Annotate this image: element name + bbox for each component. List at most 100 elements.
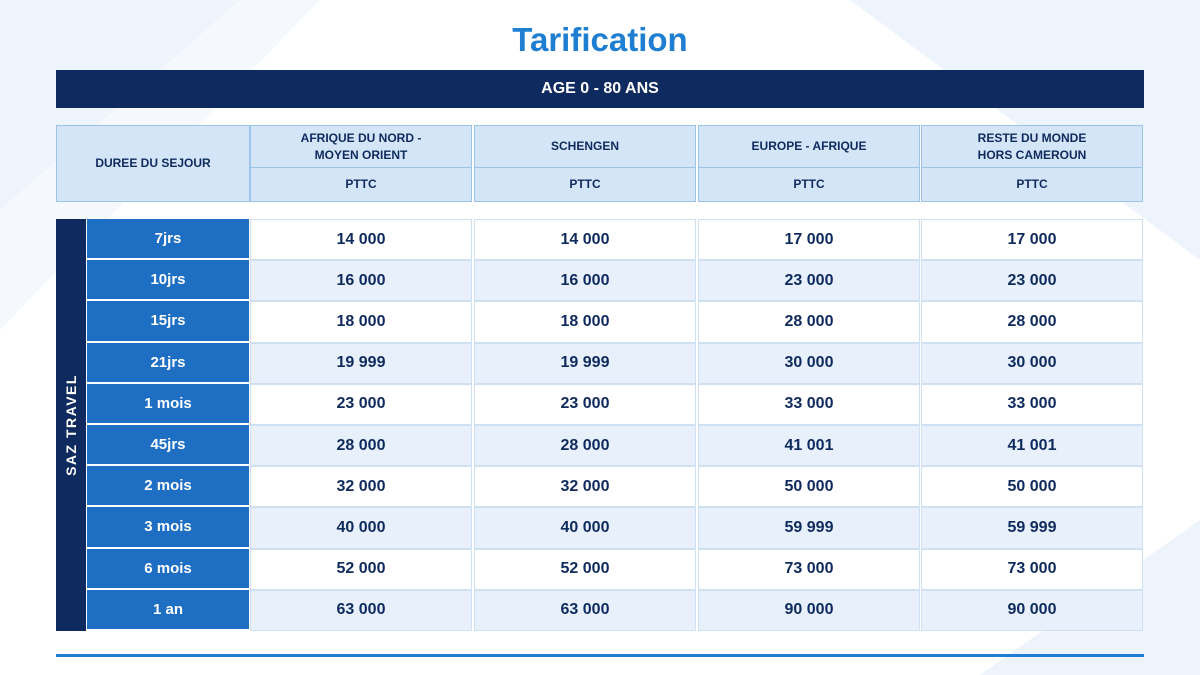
price-cell-text: 32 000 <box>336 477 386 495</box>
column-unit-text: PTTC <box>793 177 825 191</box>
price-cell: 16 000 <box>250 260 472 302</box>
column-unit: PTTC <box>250 167 472 202</box>
price-cell: 17 000 <box>921 219 1143 261</box>
price-cell: 28 000 <box>921 301 1143 343</box>
column-unit-text: PTTC <box>569 177 601 191</box>
price-cell: 41 001 <box>698 425 920 467</box>
price-cell-text: 33 000 <box>1007 395 1057 413</box>
duration-header-text: DUREE DU SEJOUR <box>95 156 211 170</box>
price-cell-text: 63 000 <box>336 601 386 619</box>
duration-cell: 15jrs <box>87 301 249 343</box>
price-cell-text: 90 000 <box>1007 601 1057 619</box>
duration-cell-text: 6 mois <box>144 559 192 577</box>
duration-header: DUREE DU SEJOUR <box>56 125 250 202</box>
price-cell-text: 23 000 <box>560 395 610 413</box>
price-cell-text: 28 000 <box>1007 312 1057 330</box>
column-header-text: AFRIQUE DU NORD - MOYEN ORIENT <box>300 130 422 162</box>
price-cell-text: 90 000 <box>784 601 834 619</box>
price-cell-text: 14 000 <box>560 230 610 248</box>
column-header: SCHENGEN <box>474 125 696 168</box>
duration-cell-text: 3 mois <box>144 518 192 536</box>
column-header-text: RESTE DU MONDE HORS CAMEROUN <box>977 130 1087 162</box>
price-cell-text: 41 001 <box>1007 436 1057 454</box>
duration-cell: 45jrs <box>87 425 249 467</box>
price-cell-text: 17 000 <box>1007 230 1057 248</box>
price-cell-text: 28 000 <box>336 436 386 454</box>
price-cell: 19 999 <box>250 342 472 384</box>
price-cell: 32 000 <box>250 466 472 508</box>
column-header: RESTE DU MONDE HORS CAMEROUN <box>921 125 1143 168</box>
title: Tarification <box>512 21 688 58</box>
price-cell-text: 50 000 <box>1007 477 1057 495</box>
price-cell-text: 52 000 <box>560 560 610 578</box>
price-cell-text: 30 000 <box>784 354 834 372</box>
price-cell-text: 14 000 <box>336 230 386 248</box>
price-cell-text: 16 000 <box>560 271 610 289</box>
duration-cell-text: 1 an <box>152 600 183 618</box>
price-cell: 23 000 <box>250 383 472 425</box>
duration-cell: 7jrs <box>87 219 249 261</box>
duration-cell-text: 21jrs <box>150 353 186 371</box>
price-cell-text: 52 000 <box>336 560 386 578</box>
price-cell-text: 40 000 <box>336 518 386 536</box>
price-cell: 28 000 <box>250 425 472 467</box>
price-cell-text: 50 000 <box>784 477 834 495</box>
price-cell-text: 16 000 <box>336 271 386 289</box>
duration-cell: 2 mois <box>87 466 249 508</box>
age-banner: AGE 0 - 80 ANS <box>56 70 1144 108</box>
price-cell: 63 000 <box>250 589 472 631</box>
column-unit-text: PTTC <box>345 177 377 191</box>
price-cell: 73 000 <box>921 548 1143 590</box>
price-cell-text: 17 000 <box>784 230 834 248</box>
price-cell: 30 000 <box>921 342 1143 384</box>
price-cell: 19 999 <box>474 342 696 384</box>
price-cell-text: 19 999 <box>560 354 610 372</box>
duration-cell-text: 10jrs <box>150 271 186 289</box>
price-cell: 18 000 <box>474 301 696 343</box>
duration-cell: 6 mois <box>87 548 249 590</box>
duration-cell-text: 45jrs <box>150 436 186 454</box>
price-cell: 41 001 <box>921 425 1143 467</box>
price-cell-text: 63 000 <box>560 601 610 619</box>
price-cell: 40 000 <box>474 507 696 549</box>
price-cell: 17 000 <box>698 219 920 261</box>
price-cell-text: 59 999 <box>784 518 834 536</box>
price-cell-text: 40 000 <box>560 518 610 536</box>
price-cell: 16 000 <box>474 260 696 302</box>
price-cell-text: 18 000 <box>560 312 610 330</box>
price-cell: 50 000 <box>698 466 920 508</box>
price-cell: 32 000 <box>474 466 696 508</box>
side-label: SAZ TRAVEL <box>63 374 80 476</box>
column-header: EUROPE - AFRIQUE <box>698 125 920 168</box>
bottom-rule <box>56 654 1144 657</box>
price-cell: 52 000 <box>474 548 696 590</box>
column-header-text: EUROPE - AFRIQUE <box>751 139 867 153</box>
price-cell-text: 32 000 <box>560 477 610 495</box>
column-header: AFRIQUE DU NORD - MOYEN ORIENT <box>250 125 472 168</box>
price-cell: 30 000 <box>698 342 920 384</box>
price-cell-text: 30 000 <box>1007 354 1057 372</box>
price-cell: 59 999 <box>698 507 920 549</box>
duration-cell: 1 an <box>87 589 249 631</box>
price-cell-text: 19 999 <box>336 354 386 372</box>
price-cell: 18 000 <box>250 301 472 343</box>
price-cell: 50 000 <box>921 466 1143 508</box>
duration-cell-text: 15jrs <box>150 312 186 330</box>
duration-cell: 3 mois <box>87 507 249 549</box>
price-cell: 33 000 <box>698 383 920 425</box>
column-unit: PTTC <box>698 167 920 202</box>
column-unit: PTTC <box>474 167 696 202</box>
duration-cell: 21jrs <box>87 342 249 384</box>
price-cell-text: 59 999 <box>1007 518 1057 536</box>
price-cell-text: 23 000 <box>1007 271 1057 289</box>
duration-cell-text: 7jrs <box>154 230 182 248</box>
price-cell: 90 000 <box>698 589 920 631</box>
price-cell: 90 000 <box>921 589 1143 631</box>
price-cell-text: 28 000 <box>784 312 834 330</box>
duration-cell: 1 mois <box>87 383 249 425</box>
price-cell-text: 33 000 <box>784 395 834 413</box>
price-cell-text: 73 000 <box>784 560 834 578</box>
duration-cell-text: 2 mois <box>144 477 192 495</box>
price-cell: 33 000 <box>921 383 1143 425</box>
